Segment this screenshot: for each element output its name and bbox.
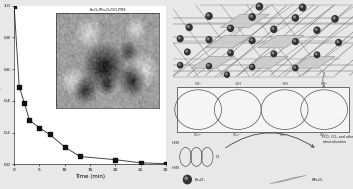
Circle shape (337, 41, 339, 43)
Polygon shape (258, 35, 304, 48)
Point (16, 85, 22, 88)
Circle shape (207, 64, 211, 69)
Point (163, 162, 169, 165)
Text: Mn₃O₄: Mn₃O₄ (312, 177, 323, 182)
Polygon shape (270, 175, 306, 184)
Circle shape (208, 65, 209, 66)
Circle shape (179, 64, 180, 65)
Circle shape (293, 65, 298, 71)
Circle shape (314, 52, 320, 58)
Text: SO₄•⁻: SO₄•⁻ (193, 133, 203, 137)
Circle shape (315, 29, 317, 30)
Circle shape (294, 67, 295, 68)
Circle shape (332, 16, 338, 22)
Circle shape (272, 52, 274, 54)
Circle shape (258, 5, 259, 7)
Circle shape (229, 26, 231, 28)
Circle shape (294, 40, 295, 42)
Point (113, 158, 118, 161)
Circle shape (293, 39, 298, 45)
Circle shape (250, 64, 255, 70)
Circle shape (206, 37, 212, 43)
Point (62, 146, 67, 149)
Circle shape (186, 50, 187, 52)
Circle shape (249, 14, 255, 20)
Text: HO•: HO• (321, 82, 328, 86)
Circle shape (207, 38, 209, 40)
Circle shape (256, 3, 263, 10)
Y-axis label: C/C₀: C/C₀ (0, 79, 2, 91)
Text: SO₄•⁻: SO₄•⁻ (319, 133, 329, 137)
Circle shape (207, 14, 209, 16)
Point (26, 119, 32, 122)
FancyBboxPatch shape (176, 87, 349, 132)
Circle shape (186, 24, 192, 30)
Circle shape (251, 39, 252, 41)
Circle shape (250, 15, 252, 17)
Circle shape (228, 25, 234, 31)
Point (77, 155, 83, 158)
Circle shape (177, 36, 183, 42)
Polygon shape (191, 57, 234, 68)
Text: SO₄•⁻: SO₄•⁻ (280, 133, 289, 137)
Circle shape (185, 49, 190, 55)
Circle shape (271, 26, 277, 32)
Circle shape (229, 51, 231, 53)
Circle shape (336, 40, 341, 46)
Circle shape (187, 26, 189, 27)
Point (138, 161, 143, 164)
Text: Fe₃O₄: Fe₃O₄ (195, 177, 205, 182)
Text: •OH: •OH (234, 82, 241, 86)
Text: HO•: HO• (195, 82, 202, 86)
Point (22, 101, 27, 104)
Circle shape (178, 63, 183, 68)
Circle shape (228, 50, 233, 56)
Circle shape (272, 28, 274, 29)
FancyArrowPatch shape (226, 133, 314, 148)
Circle shape (271, 51, 276, 57)
Circle shape (226, 73, 227, 75)
Circle shape (179, 37, 180, 39)
Polygon shape (221, 14, 269, 27)
Circle shape (316, 53, 317, 55)
Circle shape (206, 13, 212, 19)
Polygon shape (292, 57, 335, 68)
Circle shape (333, 17, 335, 19)
Title: Fe₃O₄/Mn₃O₄/GO-PMS: Fe₃O₄/Mn₃O₄/GO-PMS (89, 8, 126, 12)
Circle shape (225, 72, 229, 77)
Circle shape (299, 4, 306, 11)
Circle shape (301, 6, 303, 8)
Circle shape (294, 16, 295, 18)
Text: H₂O, CO₂ and other
mineralization: H₂O, CO₂ and other mineralization (322, 135, 353, 144)
Circle shape (249, 38, 255, 44)
Point (37, 126, 42, 129)
Point (47, 133, 52, 136)
Circle shape (292, 15, 298, 21)
Circle shape (314, 27, 320, 33)
Polygon shape (245, 57, 288, 68)
Circle shape (184, 175, 191, 184)
Circle shape (251, 66, 252, 67)
Point (11, 4, 17, 7)
Circle shape (185, 177, 187, 180)
Text: Cl: Cl (215, 155, 219, 159)
X-axis label: Time (min): Time (min) (75, 174, 105, 179)
FancyArrowPatch shape (322, 72, 325, 88)
Text: •OH: •OH (281, 82, 288, 86)
Polygon shape (206, 35, 252, 48)
Text: $\mathregular{H_2N}$: $\mathregular{H_2N}$ (171, 164, 180, 172)
Text: SO₄•⁻: SO₄•⁻ (233, 133, 243, 137)
Text: $\mathregular{H_2N}$: $\mathregular{H_2N}$ (171, 140, 180, 147)
